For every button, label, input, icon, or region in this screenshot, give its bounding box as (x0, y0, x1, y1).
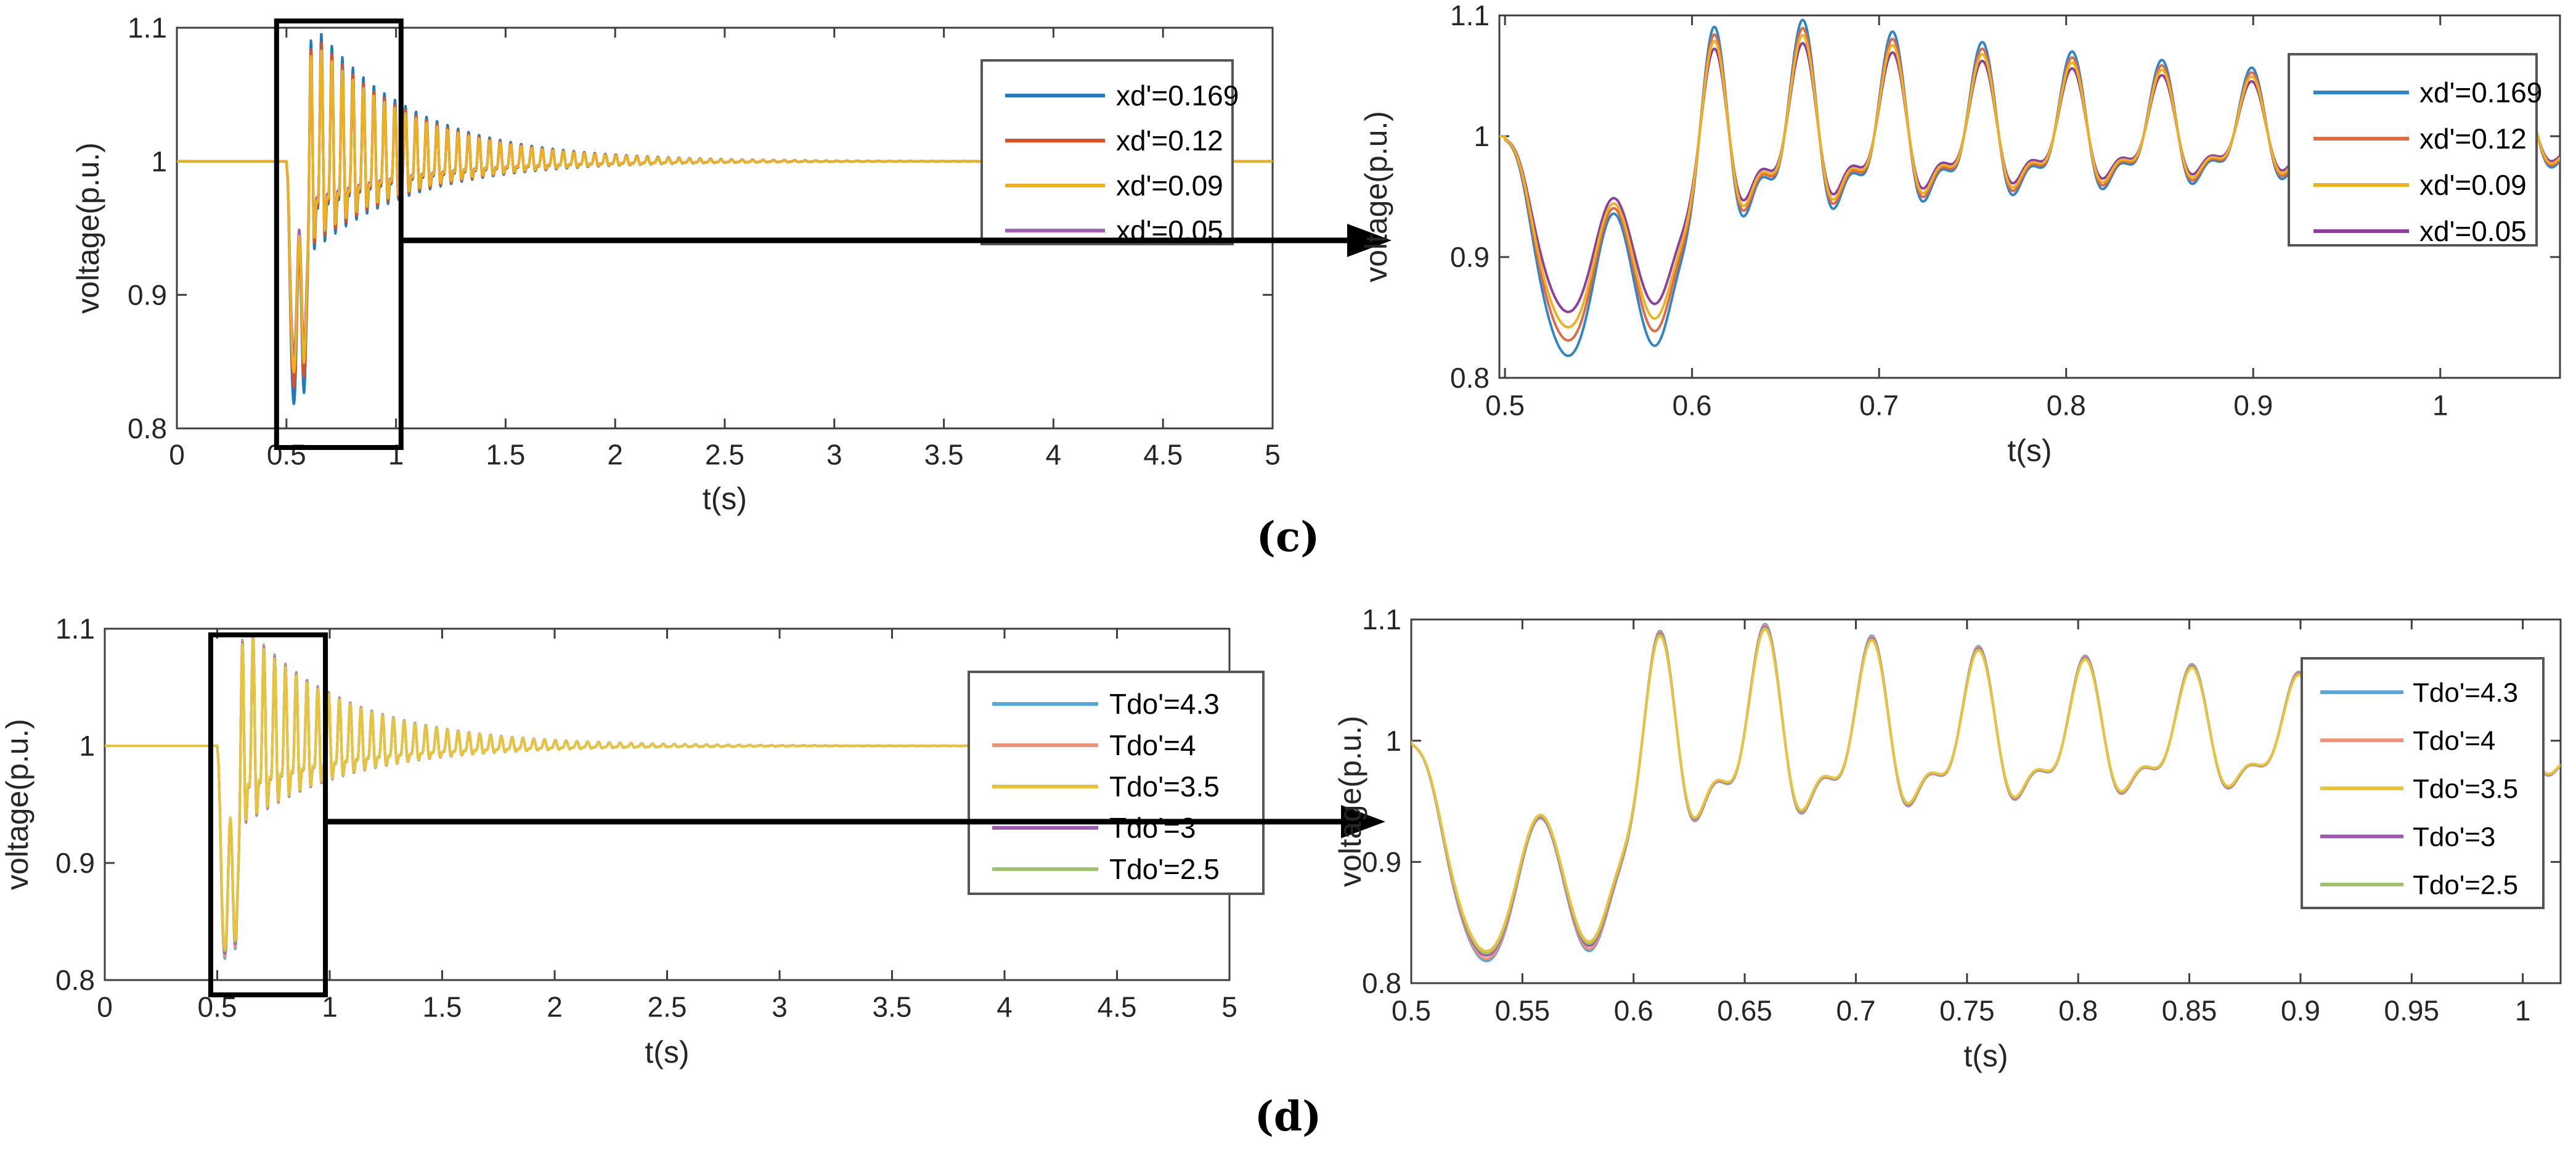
caption-c: (c) (1256, 513, 1320, 561)
y-tick-label: 0.9 (55, 847, 95, 879)
x-tick-label: 0.9 (2233, 390, 2273, 422)
legend-box (968, 671, 1265, 895)
y-axis-label: voltage(p.u.) (0, 719, 35, 890)
x-tick-label: 0.7 (1859, 390, 1899, 422)
x-tick-label: 0.9 (2281, 995, 2320, 1027)
zoom-region-box (208, 632, 328, 997)
panel-top-left: 0 0.5 1 1.5 2 2.5 3 3.5 4 4.5 50.80.911.1t(s)volta… (71, 12, 1392, 516)
x-tick-label: 1 (2515, 995, 2531, 1027)
y-tick-label: 0.9 (1450, 241, 1490, 273)
x-tick-label: 0.6 (1614, 995, 1653, 1027)
x-tick-label: 0.95 (2384, 995, 2440, 1027)
x-tick-label: 0.8 (2047, 390, 2086, 422)
legend-label-0: Tdo'=4.3 (1109, 688, 1220, 720)
x-axis-label: t(s) (645, 1035, 689, 1069)
x-tick-label: 4.5 (1143, 439, 1183, 471)
x-tick-label: 0.85 (2162, 995, 2217, 1027)
y-tick-label: 1 (79, 730, 95, 762)
y-tick-label: 1 (1473, 120, 1490, 152)
legend-label-0: xd'=0.169 (2419, 76, 2542, 108)
panel-bottom-right: 0.5 0.55 0.6 0.65 0.7 0.75 0.8 0.85 0.9 0.95 1 0.8 0… (1333, 603, 2562, 1073)
x-tick-label: 4.5 (1098, 991, 1137, 1023)
x-tick-label: 0.7 (1836, 995, 1875, 1027)
legend-label-3: Tdo'=3 (1109, 812, 1196, 844)
legend-label-2: Tdo'=3.5 (1109, 770, 1220, 803)
y-tick-label: 1.1 (1450, 0, 1490, 31)
y-tick-label: 0.8 (1362, 967, 1401, 999)
x-tick-label: 0.8 (2058, 995, 2098, 1027)
arrow-head (1341, 805, 1385, 838)
x-tick-label: 0 (97, 991, 113, 1023)
x-tick-label: 0.55 (1495, 995, 1551, 1027)
x-tick-label: 3.5 (873, 991, 912, 1023)
x-tick-label: 2 (607, 439, 623, 471)
x-tick-label: 0.5 (267, 439, 306, 471)
legend-label-1: xd'=0.12 (2419, 123, 2527, 155)
legend-box (980, 59, 1234, 245)
legend-box (2288, 53, 2538, 247)
caption-d: (d) (1254, 1092, 1322, 1140)
y-tick-label: 1.1 (1362, 603, 1401, 636)
legend-label-4: Tdo'=2.5 (2413, 870, 2518, 900)
x-tick-label: 4 (997, 991, 1013, 1023)
x-tick-label: 0.6 (1673, 390, 1712, 422)
x-tick-label: 2.5 (705, 439, 744, 471)
arrow-head (1347, 224, 1392, 257)
x-tick-label: 0.75 (1939, 995, 1995, 1027)
y-tick-label: 1 (151, 145, 167, 178)
x-tick-label: 0 (169, 439, 185, 471)
x-tick-label: 3.5 (924, 439, 964, 471)
x-axis-label: t(s) (2007, 433, 2052, 468)
legend-label-2: xd'=0.09 (1116, 170, 1223, 202)
x-tick-label: 5 (1265, 439, 1281, 471)
legend-label-0: xd'=0.169 (1116, 80, 1239, 112)
x-axis-label: t(s) (1963, 1039, 2008, 1073)
legend-label-0: Tdo'=4.3 (2413, 677, 2518, 708)
x-tick-label: 0.5 (1485, 390, 1525, 422)
panel-bottom-left: 0 0.5 1 1.5 2 2.5 3 3.5 4 4.5 50.80.911.1t(s)volta… (0, 613, 1385, 1069)
legend-label-2: Tdo'=3.5 (2413, 774, 2518, 804)
x-tick-label: 2 (547, 991, 563, 1023)
x-tick-label: 0.65 (1717, 995, 1772, 1027)
y-tick-label: 0.9 (1362, 846, 1401, 878)
y-tick-label: 0.9 (128, 279, 167, 311)
legend-label-3: Tdo'=3 (2413, 822, 2495, 852)
legend-label-1: Tdo'=4 (1109, 729, 1196, 761)
y-axis-label: voltage(p.u.) (1333, 716, 1367, 887)
x-tick-label: 3 (772, 991, 788, 1023)
zoom-region-box (274, 18, 404, 450)
y-tick-label: 1.1 (55, 613, 95, 645)
x-axis-label: t(s) (703, 481, 747, 516)
x-tick-label: 3 (826, 439, 842, 471)
legend-label-2: xd'=0.09 (2419, 169, 2527, 201)
x-tick-label: 0.5 (1392, 995, 1431, 1027)
x-tick-label: 5 (1221, 991, 1237, 1023)
x-tick-label: 1 (2432, 390, 2448, 422)
legend-box (2301, 657, 2545, 909)
x-tick-label: 1.5 (423, 991, 462, 1023)
legend-label-4: Tdo'=2.5 (1109, 853, 1220, 885)
x-tick-label: 1.5 (486, 439, 525, 471)
x-tick-label: 4 (1046, 439, 1062, 471)
y-axis-label: voltage(p.u.) (1359, 111, 1393, 282)
y-tick-label: 0.8 (128, 412, 167, 444)
legend-label-1: xd'=0.12 (1116, 125, 1223, 157)
legend-label-3: xd'=0.05 (2419, 215, 2527, 247)
y-tick-label: 1.1 (128, 12, 167, 44)
y-tick-label: 1 (1385, 725, 1401, 757)
x-tick-label: 2.5 (648, 991, 687, 1023)
y-tick-label: 0.8 (1450, 362, 1490, 394)
y-axis-label: voltage(p.u.) (71, 142, 105, 314)
legend-label-1: Tdo'=4 (2413, 725, 2495, 756)
y-tick-label: 0.8 (55, 964, 95, 996)
panel-top-right: 0.5 0.6 0.7 0.8 0.9 1 0.8 0.9 1 1.1 t(s) voltage(p.… (1359, 0, 2561, 468)
